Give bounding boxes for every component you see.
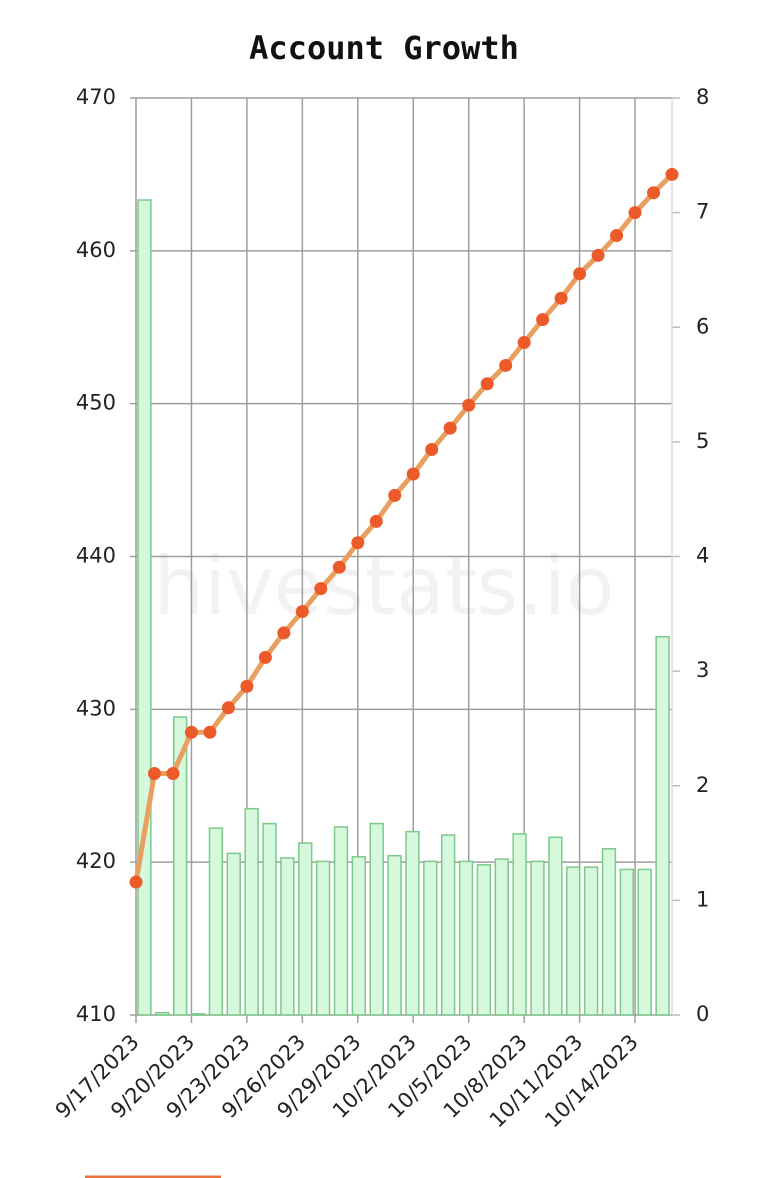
bar bbox=[226, 852, 241, 1016]
point bbox=[443, 421, 457, 435]
bar bbox=[351, 856, 367, 1016]
point bbox=[221, 701, 235, 715]
y2-tick-label: 7 bbox=[696, 200, 709, 224]
y-tick-label: 410 bbox=[76, 1002, 116, 1026]
bar bbox=[601, 848, 617, 1016]
bar bbox=[458, 860, 474, 1016]
bar bbox=[440, 834, 456, 1016]
point bbox=[332, 560, 346, 574]
point bbox=[184, 725, 198, 739]
point bbox=[147, 767, 161, 781]
point bbox=[369, 514, 383, 528]
bar bbox=[494, 858, 509, 1016]
line bbox=[133, 172, 674, 883]
y2-tick-label: 2 bbox=[696, 773, 709, 797]
point bbox=[295, 605, 309, 619]
y2-tick-label: 3 bbox=[696, 658, 709, 682]
bar bbox=[155, 1011, 170, 1016]
bar bbox=[530, 860, 545, 1016]
point bbox=[591, 248, 605, 262]
bar bbox=[655, 635, 670, 1016]
bar bbox=[315, 860, 331, 1016]
point bbox=[425, 443, 439, 457]
point bbox=[351, 536, 365, 550]
bar bbox=[190, 1013, 206, 1016]
point bbox=[258, 650, 272, 664]
bar bbox=[619, 868, 635, 1016]
bar bbox=[637, 868, 652, 1016]
bar bbox=[172, 716, 188, 1016]
bar bbox=[137, 199, 152, 1016]
bar bbox=[262, 822, 277, 1016]
point bbox=[406, 467, 420, 481]
y-tick-label: 420 bbox=[76, 849, 116, 873]
point bbox=[240, 679, 254, 693]
y2-tick-label: 1 bbox=[696, 887, 709, 911]
point bbox=[665, 167, 679, 181]
point bbox=[462, 398, 476, 412]
bar bbox=[298, 842, 313, 1016]
bar bbox=[387, 854, 402, 1016]
point bbox=[610, 229, 624, 243]
point bbox=[129, 875, 143, 889]
point bbox=[628, 206, 642, 220]
bar bbox=[423, 860, 438, 1016]
point bbox=[647, 186, 661, 200]
y2-tick-label: 4 bbox=[696, 544, 709, 568]
point bbox=[536, 313, 550, 327]
point bbox=[517, 336, 531, 350]
y-tick-label: 470 bbox=[76, 85, 116, 109]
y2-tick-label: 8 bbox=[696, 85, 709, 109]
bar bbox=[548, 836, 563, 1016]
y-tick-label: 450 bbox=[76, 391, 116, 415]
y-tick-label: 460 bbox=[76, 238, 116, 262]
bar bbox=[583, 866, 599, 1016]
y-tick-label: 430 bbox=[76, 696, 116, 720]
point bbox=[314, 582, 328, 596]
bar bbox=[280, 857, 295, 1016]
chart-title: Account Growth bbox=[249, 29, 519, 67]
point bbox=[388, 488, 402, 502]
point bbox=[554, 291, 568, 305]
point bbox=[277, 626, 291, 640]
y-tick-label: 440 bbox=[76, 544, 116, 568]
point bbox=[499, 358, 513, 372]
point bbox=[166, 767, 180, 781]
bar bbox=[369, 822, 384, 1016]
y2-tick-label: 5 bbox=[696, 429, 709, 453]
bar bbox=[333, 826, 349, 1016]
bar bbox=[512, 833, 527, 1016]
y2-tick-label: 6 bbox=[696, 314, 709, 338]
bar bbox=[566, 866, 581, 1016]
bar bbox=[244, 807, 259, 1016]
bar bbox=[208, 827, 224, 1016]
point bbox=[480, 377, 494, 391]
point bbox=[573, 267, 587, 281]
bar bbox=[405, 830, 420, 1016]
watermark: hivestats.io bbox=[153, 540, 614, 633]
bar bbox=[476, 864, 492, 1016]
point bbox=[203, 725, 217, 739]
y2-tick-label: 0 bbox=[696, 1002, 709, 1026]
